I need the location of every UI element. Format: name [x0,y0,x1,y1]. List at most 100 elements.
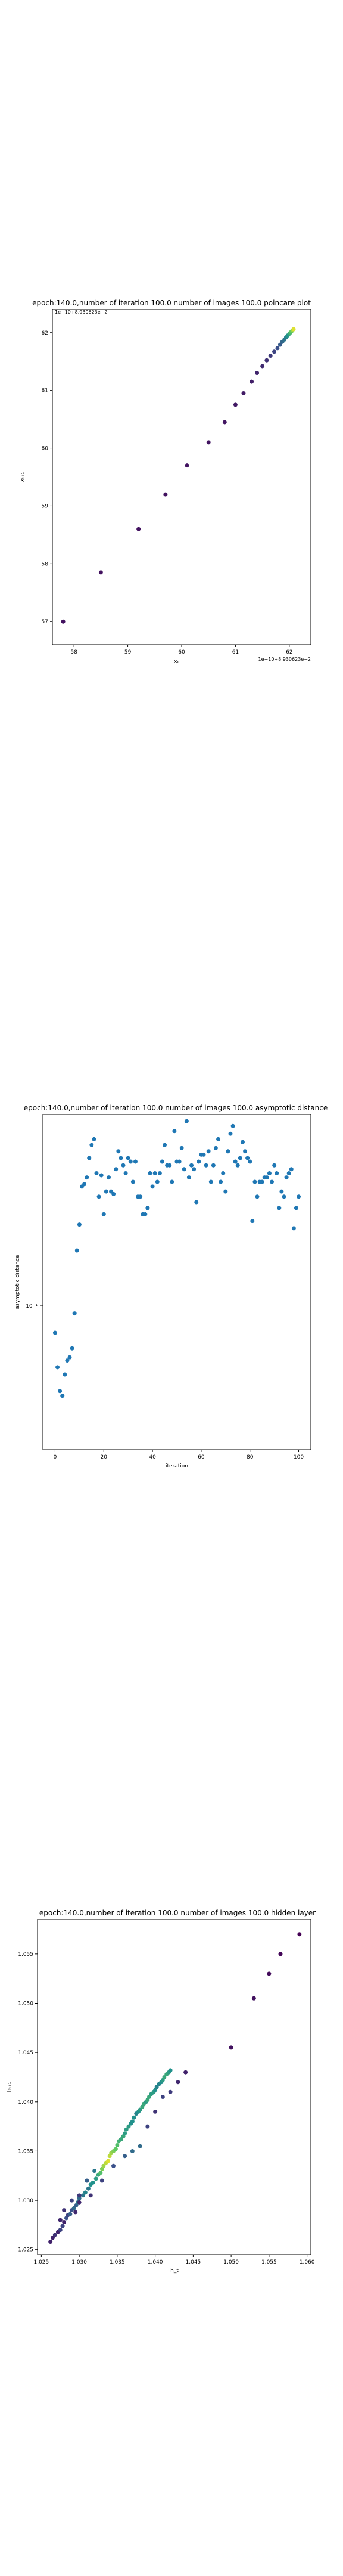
plot-frame [52,309,311,645]
y-tick-label: 57 [42,619,48,625]
data-point [172,1129,177,1134]
data-point [250,1219,255,1224]
data-point [291,1226,296,1231]
y-tick-label: 60 [42,446,49,452]
data-point [106,1175,111,1180]
data-point [255,371,260,376]
data-point [179,1145,184,1150]
data-point [275,346,280,351]
data-point [284,1175,289,1180]
data-point [241,391,246,395]
data-point [170,1179,174,1184]
data-point [77,1222,82,1227]
data-point [116,1149,121,1154]
data-point [99,2178,104,2183]
data-point [229,2045,233,2050]
data-point [68,2212,73,2216]
x-axis-ticks: 58 59 60 61 62 [70,645,293,655]
data-point [235,1163,240,1168]
data-point [124,2127,129,2132]
data-point [226,1149,230,1154]
x-axis-ticks: 1.025 1.030 1.035 1.040 1.045 1.050 1.055 1.060 [33,2255,315,2265]
y-axis-ticks: 1.025 1.030 1.035 1.040 1.045 1.050 1.055 [18,1952,38,2253]
data-point [167,1163,172,1168]
data-point [282,1194,286,1199]
data-point [228,1131,233,1136]
data-point [70,1346,74,1351]
data-point [219,1179,223,1184]
chart-title: epoch:140.0,number of iteration 100.0 nu… [32,299,311,307]
data-point [138,2144,142,2148]
x-tick-label: 60 [178,649,185,655]
chart-hidden-layer: epoch:140.0,number of iteration 100.0 nu… [7,1909,316,2274]
data-point [186,1175,191,1180]
data-point [250,379,254,384]
data-point [101,2163,106,2168]
data-point [94,1171,99,1176]
data-point [163,1143,167,1147]
data-point [69,2198,74,2203]
data-point [138,1194,143,1199]
data-point [221,1171,226,1176]
data-point [184,1119,189,1123]
x-tick-label: 1.045 [185,2259,201,2265]
data-point [255,1194,260,1199]
data-point [275,1171,279,1176]
chart-title: epoch:140.0,number of iteration 100.0 nu… [24,1104,328,1112]
data-point [119,2137,123,2142]
y-axis-ticks: 10⁻¹ [26,1304,43,1309]
data-point [88,2193,93,2198]
y-axis-label: hₜ₊₁ [7,2082,13,2092]
y-tick-label: 1.040 [18,2100,33,2106]
data-point [192,1167,197,1172]
data-point [92,2169,97,2173]
data-point [160,2095,165,2100]
data-point [106,2159,111,2163]
data-point [65,1358,70,1363]
data-point [206,1149,211,1154]
x-tick-label: 40 [149,1454,156,1460]
data-point [82,1182,87,1187]
data-point [77,2200,82,2205]
data-point [93,2176,98,2181]
data-point [128,1159,133,1164]
data-point [208,1179,213,1184]
y-axis-ticks: 57 58 59 60 61 62 [42,330,52,625]
data-point [52,1330,57,1335]
data-point [213,1145,218,1150]
x-tick-label: 1.030 [71,2259,87,2265]
data-point [77,2196,82,2201]
data-point [77,2193,82,2198]
data-point [123,2154,127,2159]
x-tick-label: 58 [70,649,77,655]
data-point [270,1179,275,1184]
data-point [63,1372,67,1377]
data-point [182,1167,186,1172]
data-point [83,2190,88,2195]
data-point [113,2147,118,2151]
data-point [297,1194,301,1199]
data-point [168,2089,173,2094]
data-point [297,1932,302,1937]
data-point [223,1189,228,1194]
data-point [251,1996,256,2001]
x-axis-label: h_t [170,2268,179,2274]
chart-asymptotic-distance: epoch:140.0,number of iteration 100.0 nu… [15,1104,328,1469]
data-point [206,440,211,445]
data-point [211,1163,216,1168]
data-point [154,2085,159,2089]
x-tick-label: 80 [247,1454,254,1460]
data-point [61,619,66,624]
data-point [278,1952,283,1956]
chart-title: epoch:140.0,number of iteration 100.0 nu… [39,1909,316,1917]
data-point [279,1189,284,1194]
data-point [264,1175,269,1180]
data-point [230,1123,235,1128]
data-point [189,1163,194,1168]
x-tick-label: 1.055 [261,2259,277,2265]
data-point [268,354,273,358]
data-point [264,358,269,363]
data-point [121,1163,126,1168]
y-tick-label: 10⁻¹ [26,1304,38,1309]
